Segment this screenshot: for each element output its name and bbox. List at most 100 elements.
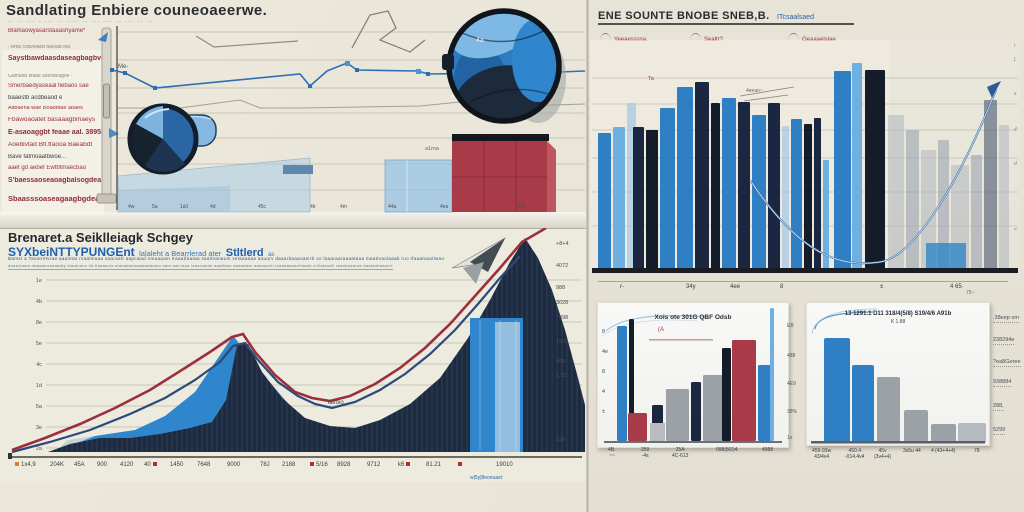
card-a-x-label: 4B. ~~	[608, 447, 616, 459]
x-tick-label: 4120	[120, 462, 134, 468]
block-c-cap	[452, 134, 549, 141]
card-b-bracket	[814, 311, 874, 330]
bar	[971, 155, 982, 270]
sidebar-line: baaestb acdbeaod e	[8, 95, 63, 101]
panel-divider	[586, 0, 589, 512]
subtitle-strong: Stltlerd	[225, 247, 264, 259]
x-tick-label: k6	[398, 462, 412, 468]
trough-label: lavoio	[328, 400, 344, 406]
right-side-label: 988	[556, 285, 566, 291]
swoosh-icon	[600, 33, 611, 41]
x-tick-label: 9712	[367, 462, 381, 468]
sphere-seam-bottom	[469, 88, 549, 103]
sidebar-line: Aoeblvtad Bfl.tfaooa Baeabdt	[8, 142, 93, 148]
sphere-pie-chart: 4a	[442, 8, 566, 124]
right-axis-line	[598, 281, 1008, 282]
tick-label: 1s0	[180, 204, 189, 210]
x-tick-label: 45A	[74, 462, 85, 468]
marker-red	[152, 462, 157, 467]
label-line: 25A	[675, 447, 685, 453]
tick-label: 4 65·	[950, 284, 964, 290]
between-cards-label: EB	[787, 323, 794, 329]
tick-label: 4b	[310, 204, 316, 210]
right-side-label: 929	[556, 437, 566, 443]
bar	[695, 82, 709, 270]
card-a-swoosh-2	[602, 319, 699, 337]
tick-label: 4ea	[440, 204, 449, 210]
between-cards-label: 4E9	[787, 381, 796, 387]
bar	[804, 124, 812, 270]
bar	[617, 326, 627, 441]
x-tick-label: 900	[97, 462, 108, 468]
section-title: Brenaret.a Seiklleiagk Schgey	[8, 230, 193, 245]
tick-label: 34y	[686, 284, 696, 290]
sidebar-line: Gamaod tifaae aseodcagoe -	[8, 74, 73, 79]
y-tick-label: 4c	[36, 362, 42, 368]
y-tick-label: 4b	[36, 299, 42, 305]
sidebar-line: Smerbaedyaseaal fiebaos sae	[8, 83, 89, 89]
area-chart: 1e 4b 8e 5e 4c 1d 5a 3e 2a lavoio	[8, 228, 585, 459]
bar	[677, 87, 693, 270]
subtitle-light: lalaleht a Bearrlerad ater	[139, 249, 222, 258]
tick-label: 8	[780, 284, 784, 290]
sidebar-line: - Ama codvwaed taeoad /ws	[8, 45, 71, 50]
series-label: Me-	[118, 64, 128, 70]
annotation-sketch	[739, 86, 795, 102]
block-c	[452, 141, 547, 212]
bar	[629, 319, 634, 441]
bar	[888, 115, 904, 270]
slider-arrow-top-icon	[98, 32, 108, 42]
tick-label: 4m	[340, 204, 347, 210]
section-note-1: Bamst a Taxatretvrae aaalvtat rsaalmaaa …	[8, 256, 445, 261]
backdrop-blue-patch	[926, 243, 966, 269]
x-axis-base	[592, 268, 1018, 273]
bar	[834, 71, 851, 270]
tick-label: 45c	[258, 204, 267, 210]
label-line: 4988	[762, 447, 774, 453]
sphere-glyph: 4a	[476, 37, 484, 44]
x-tick-label: 8928	[337, 462, 351, 468]
bar	[824, 338, 850, 443]
trend-arrowhead-icon	[987, 81, 1001, 98]
y-tick-label: 5a	[36, 404, 43, 410]
bar	[711, 103, 720, 270]
pie-slice-ink	[131, 124, 163, 166]
right-side-label: 4072	[556, 263, 569, 269]
between-cards-label: 38%	[787, 409, 798, 415]
card-a-x-label: 4988	[762, 447, 773, 453]
card-b-x-label: 450.4 -014.4v4	[845, 448, 864, 460]
bar	[877, 377, 900, 443]
x-tick-label: 204K	[50, 462, 65, 468]
bar	[904, 410, 928, 443]
pale-column	[495, 322, 520, 452]
bar	[691, 382, 701, 441]
slider-thumb[interactable]	[103, 83, 110, 119]
section-note-2: daaavlaam daaaamraaaaaty alaaluaov da tl…	[8, 263, 393, 270]
edge-tick-label: =	[1014, 227, 1017, 233]
swoosh-icon	[788, 33, 799, 41]
tick-label: r-	[620, 284, 624, 290]
sidebar-bg	[2, 50, 104, 215]
card-b-x-label: 45v (3v4+4)	[874, 448, 891, 460]
between-cards-label: 1v	[787, 435, 793, 441]
edge-tick-label: L	[1014, 57, 1017, 63]
swoosh-icon	[690, 33, 701, 41]
sidebar-line: S'baessaoseaoagbalsogdeas	[8, 177, 105, 184]
right-side-label: 1900	[556, 339, 569, 345]
bar	[628, 413, 647, 441]
card-a-y-label: 4	[602, 389, 606, 395]
marker-orange	[15, 462, 19, 467]
x-tick-label: 40	[144, 462, 159, 468]
pie-slice-sky	[136, 106, 163, 139]
marker-red	[458, 462, 462, 467]
trend-curve-highlight	[749, 89, 997, 264]
far-right-label: 288,	[993, 403, 1004, 411]
x-tick-label: 78J	[260, 462, 270, 468]
navy-area-hatch	[48, 238, 585, 452]
card-bar-chart-a: Xois ote 301G QBF Odsb (A	[597, 302, 789, 448]
subtitle-tail: as	[268, 252, 275, 258]
edge-tick-label: s	[1014, 91, 1017, 97]
label-line: 098(8/2)4	[716, 447, 738, 453]
bars	[617, 308, 774, 441]
bar	[722, 348, 731, 441]
